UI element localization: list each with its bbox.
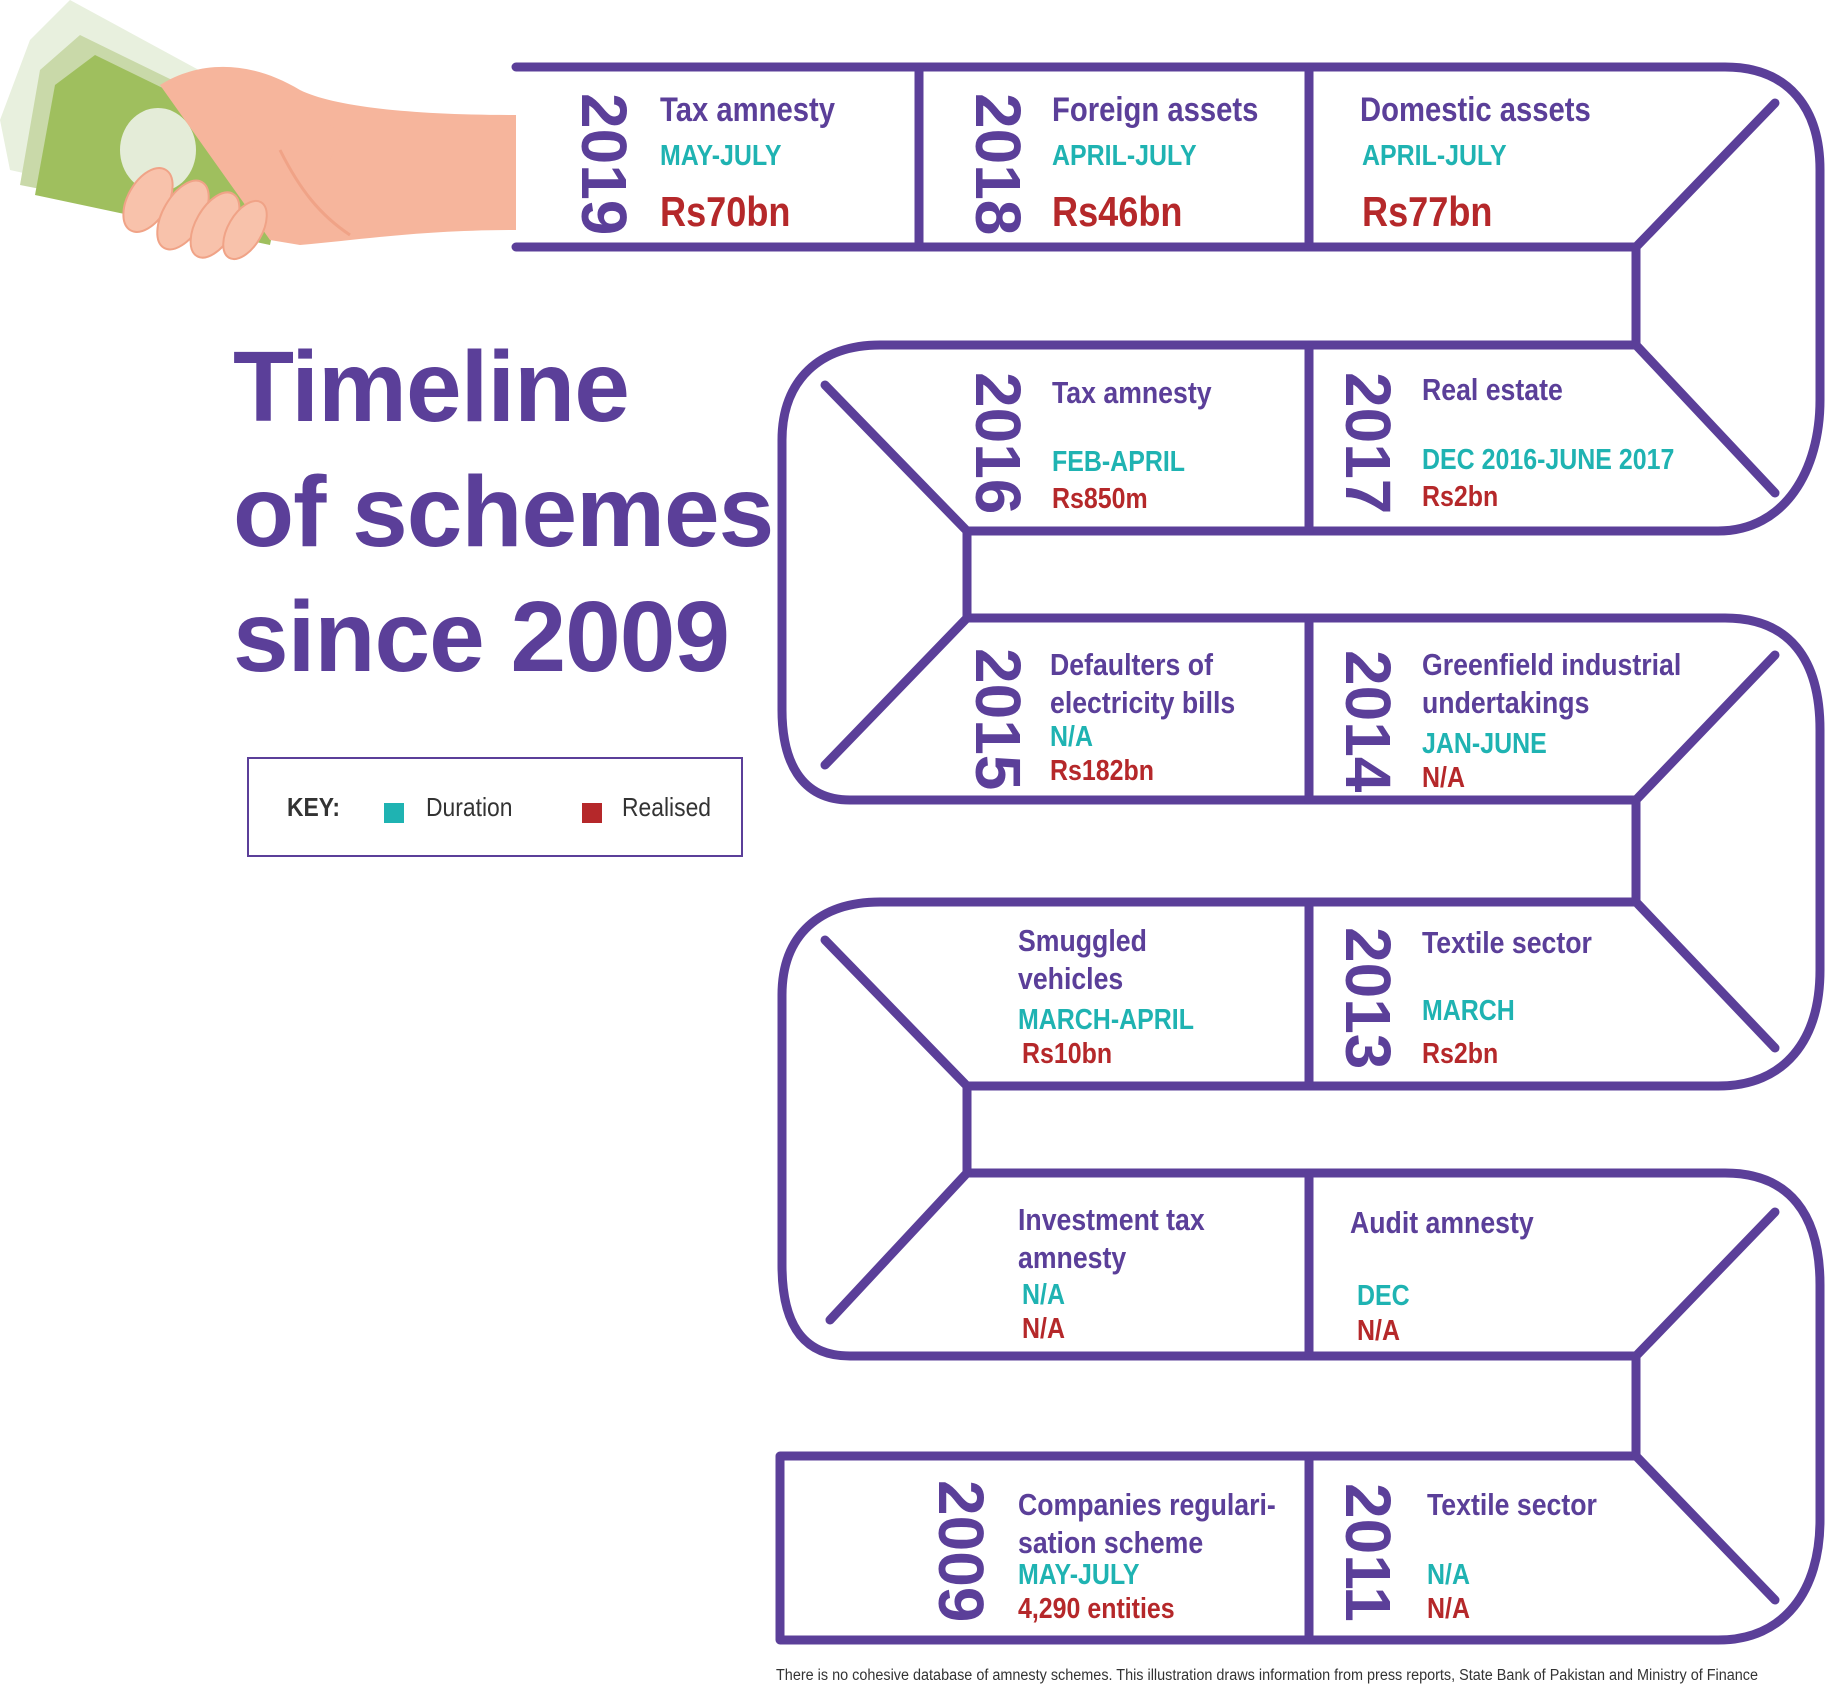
scheme-name-line2: sation scheme (1018, 1525, 1204, 1560)
year-label: 2016 (962, 372, 1034, 515)
row-2013-frame (777, 897, 1641, 1361)
scheme-realised: Rs182bn (1050, 755, 1154, 787)
year-label: 2014 (1332, 650, 1404, 793)
row-audit-frame (775, 1168, 1825, 1645)
scheme-name-line1: Investment tax (1018, 1202, 1205, 1237)
scheme-duration: MAY-JULY (660, 140, 782, 172)
scheme-duration: APRIL-JULY (1362, 140, 1507, 172)
legend-realised-label: Realised (622, 792, 712, 822)
row-2016-2017-frame (777, 340, 1641, 805)
scheme-name-line2: electricity bills (1050, 685, 1236, 720)
year-label: 2009 (925, 1480, 997, 1623)
scheme-duration: MARCH-APRIL (1018, 1004, 1194, 1036)
page-title-line2: of schemes (233, 456, 774, 568)
scheme-name-line1: Companies regulari- (1018, 1487, 1276, 1522)
legend-box (247, 757, 743, 857)
scheme-duration: APRIL-JULY (1052, 140, 1197, 172)
scheme-duration: N/A (1022, 1279, 1065, 1311)
scheme-realised: N/A (1357, 1315, 1400, 1347)
scheme-realised: 4,290 entities (1018, 1593, 1175, 1625)
year-label: 2015 (962, 648, 1034, 791)
scheme-realised: Rs2bn (1422, 1038, 1499, 1070)
scheme-name-line1: Smuggled (1018, 923, 1147, 958)
year-label: 2017 (1332, 372, 1404, 515)
scheme-name-line2: vehicles (1018, 961, 1124, 996)
scheme-name: Tax amnesty (660, 91, 835, 129)
hand-holding-money-icon (0, 0, 516, 260)
scheme-realised: Rs850m (1052, 483, 1148, 515)
year-label: 2019 (568, 93, 640, 236)
scheme-name-line1: Defaulters of (1050, 647, 1213, 682)
scheme-duration: MAY-JULY (1018, 1559, 1140, 1591)
scheme-name: Domestic assets (1360, 91, 1591, 129)
scheme-duration: DEC (1357, 1280, 1410, 1312)
legend-key-label: KEY: (287, 792, 340, 822)
legend-realised-swatch (582, 803, 602, 823)
row-2019-2018-frame (511, 62, 1825, 536)
scheme-realised: Rs46bn (1052, 188, 1183, 235)
scheme-name-line1: Greenfield industrial (1422, 647, 1682, 682)
scheme-name: Real estate (1422, 372, 1563, 407)
year-label: 2018 (962, 93, 1034, 236)
scheme-duration: N/A (1050, 721, 1093, 753)
legend-duration-swatch (384, 803, 404, 823)
scheme-duration: N/A (1427, 1559, 1470, 1591)
scheme-name: Textile sector (1427, 1487, 1597, 1522)
scheme-name: Textile sector (1422, 925, 1592, 960)
scheme-name-line2: amnesty (1018, 1240, 1127, 1275)
scheme-name-line2: undertakings (1422, 685, 1590, 720)
legend-duration-label: Duration (426, 792, 513, 822)
scheme-duration: MARCH (1422, 995, 1515, 1027)
year-label: 2013 (1332, 927, 1404, 1070)
scheme-realised: Rs10bn (1022, 1038, 1113, 1070)
row-2015-2014-frame (1304, 613, 1825, 1091)
scheme-name: Audit amnesty (1350, 1205, 1534, 1240)
scheme-name: Foreign assets (1052, 91, 1259, 129)
year-label: 2011 (1332, 1483, 1404, 1622)
footnote: There is no cohesive database of amnesty… (776, 1667, 1759, 1684)
scheme-realised: N/A (1427, 1593, 1470, 1625)
scheme-realised: Rs77bn (1362, 188, 1493, 235)
scheme-duration: FEB-APRIL (1052, 446, 1186, 478)
scheme-realised: N/A (1422, 762, 1465, 794)
page-title-line3: since 2009 (233, 581, 730, 693)
scheme-realised: Rs2bn (1422, 481, 1499, 513)
scheme-realised: N/A (1022, 1313, 1065, 1345)
scheme-realised: Rs70bn (660, 188, 791, 235)
scheme-name: Tax amnesty (1052, 375, 1212, 410)
scheme-duration: JAN-JUNE (1422, 728, 1547, 760)
scheme-duration: DEC 2016-JUNE 2017 (1422, 444, 1675, 476)
page-title-line1: Timeline (233, 331, 630, 443)
